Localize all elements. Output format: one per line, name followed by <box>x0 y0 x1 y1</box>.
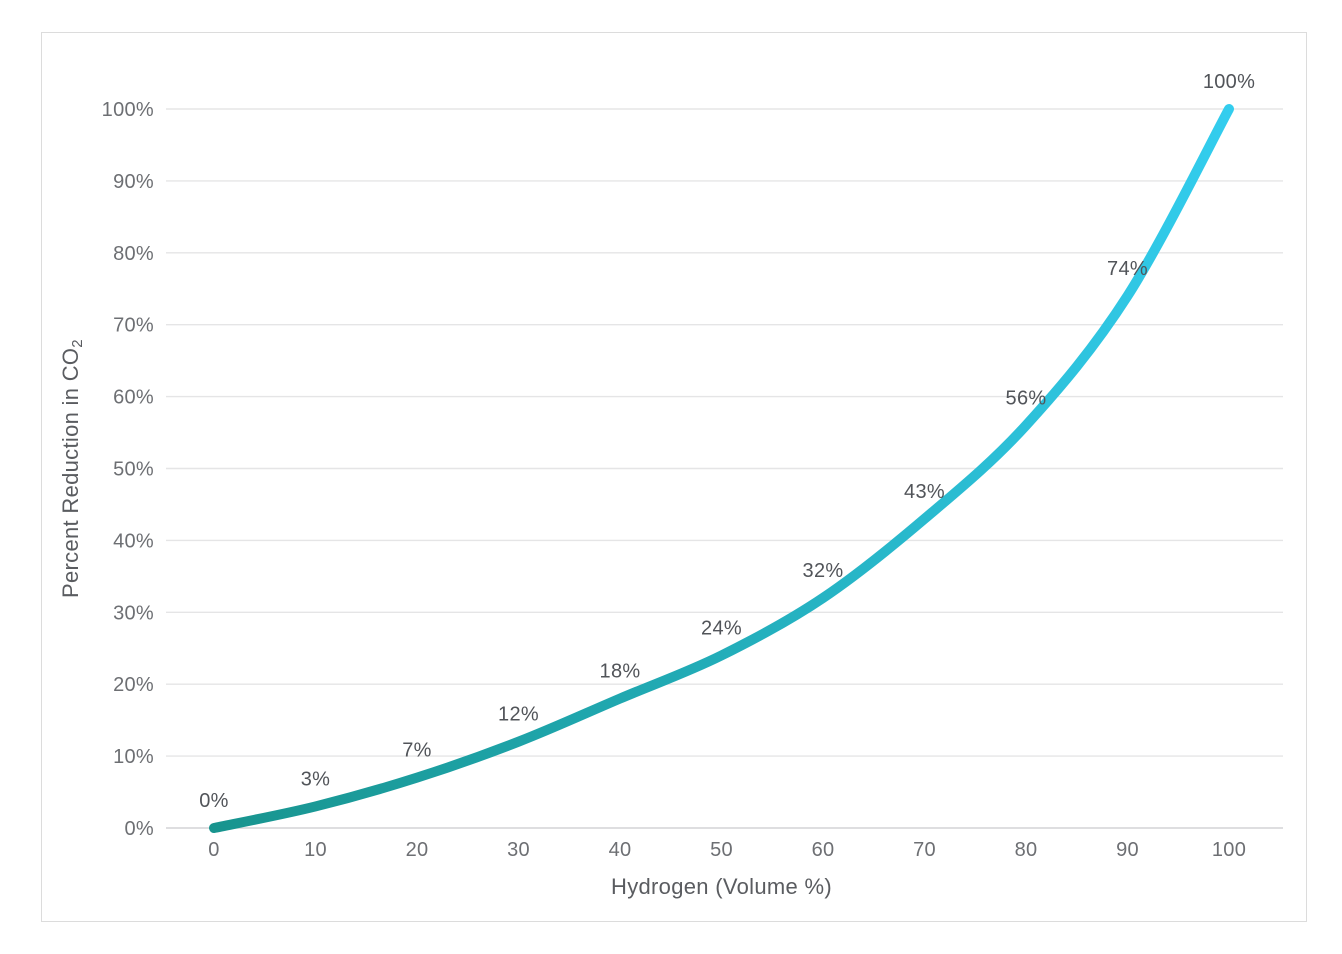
data-label: 18% <box>600 661 641 683</box>
y-axis-title-subscript: 2 <box>69 339 86 348</box>
y-tick-label: 50% <box>113 459 154 481</box>
data-label: 56% <box>1006 387 1047 409</box>
x-tick-label: 90 <box>1116 839 1139 861</box>
data-label: 43% <box>904 481 945 503</box>
y-tick-label: 100% <box>102 99 154 121</box>
y-tick-label: 10% <box>113 746 154 768</box>
y-tick-label: 90% <box>113 171 154 193</box>
x-tick-label: 40 <box>609 839 632 861</box>
x-tick-label: 100 <box>1212 839 1246 861</box>
y-tick-label: 0% <box>124 818 154 840</box>
x-tick-label: 60 <box>812 839 835 861</box>
data-label: 3% <box>301 768 331 790</box>
x-tick-label: 30 <box>507 839 530 861</box>
data-label: 12% <box>498 704 539 726</box>
y-tick-label: 80% <box>113 243 154 265</box>
co2-reduction-line-chart: 0%10%20%30%40%50%60%70%80%90%100%0 10 20 30… <box>58 71 1283 899</box>
y-tick-label: 70% <box>113 315 154 337</box>
y-axis-title: Percent Reduction in CO2 <box>58 339 86 598</box>
y-tick-label: 40% <box>113 530 154 552</box>
data-label: 32% <box>803 560 844 582</box>
y-tick-label: 30% <box>113 602 154 624</box>
x-tick-label: 80 <box>1015 839 1038 861</box>
chart-container: 0% 10% 20% 30% 40% 50% 60% 70% 80% 90% 100% 0 10 20 30… <box>41 32 1307 922</box>
data-label: 100% <box>1203 71 1255 93</box>
x-tick-label: 20 <box>406 839 429 861</box>
data-label: 74% <box>1107 258 1148 280</box>
x-tick-label: 0 <box>208 839 219 861</box>
x-tick-label: 10 <box>304 839 327 861</box>
x-tick-label: 50 <box>710 839 733 861</box>
x-axis-title: Hydrogen (Volume %) <box>611 874 832 899</box>
y-tick-label: 60% <box>113 387 154 409</box>
data-label: 7% <box>402 740 432 762</box>
data-label: 0% <box>199 790 229 812</box>
y-tick-label: 20% <box>113 674 154 696</box>
co2-reduction-curve <box>209 104 1234 833</box>
data-label: 24% <box>701 617 742 639</box>
x-tick-label: 70 <box>913 839 936 861</box>
